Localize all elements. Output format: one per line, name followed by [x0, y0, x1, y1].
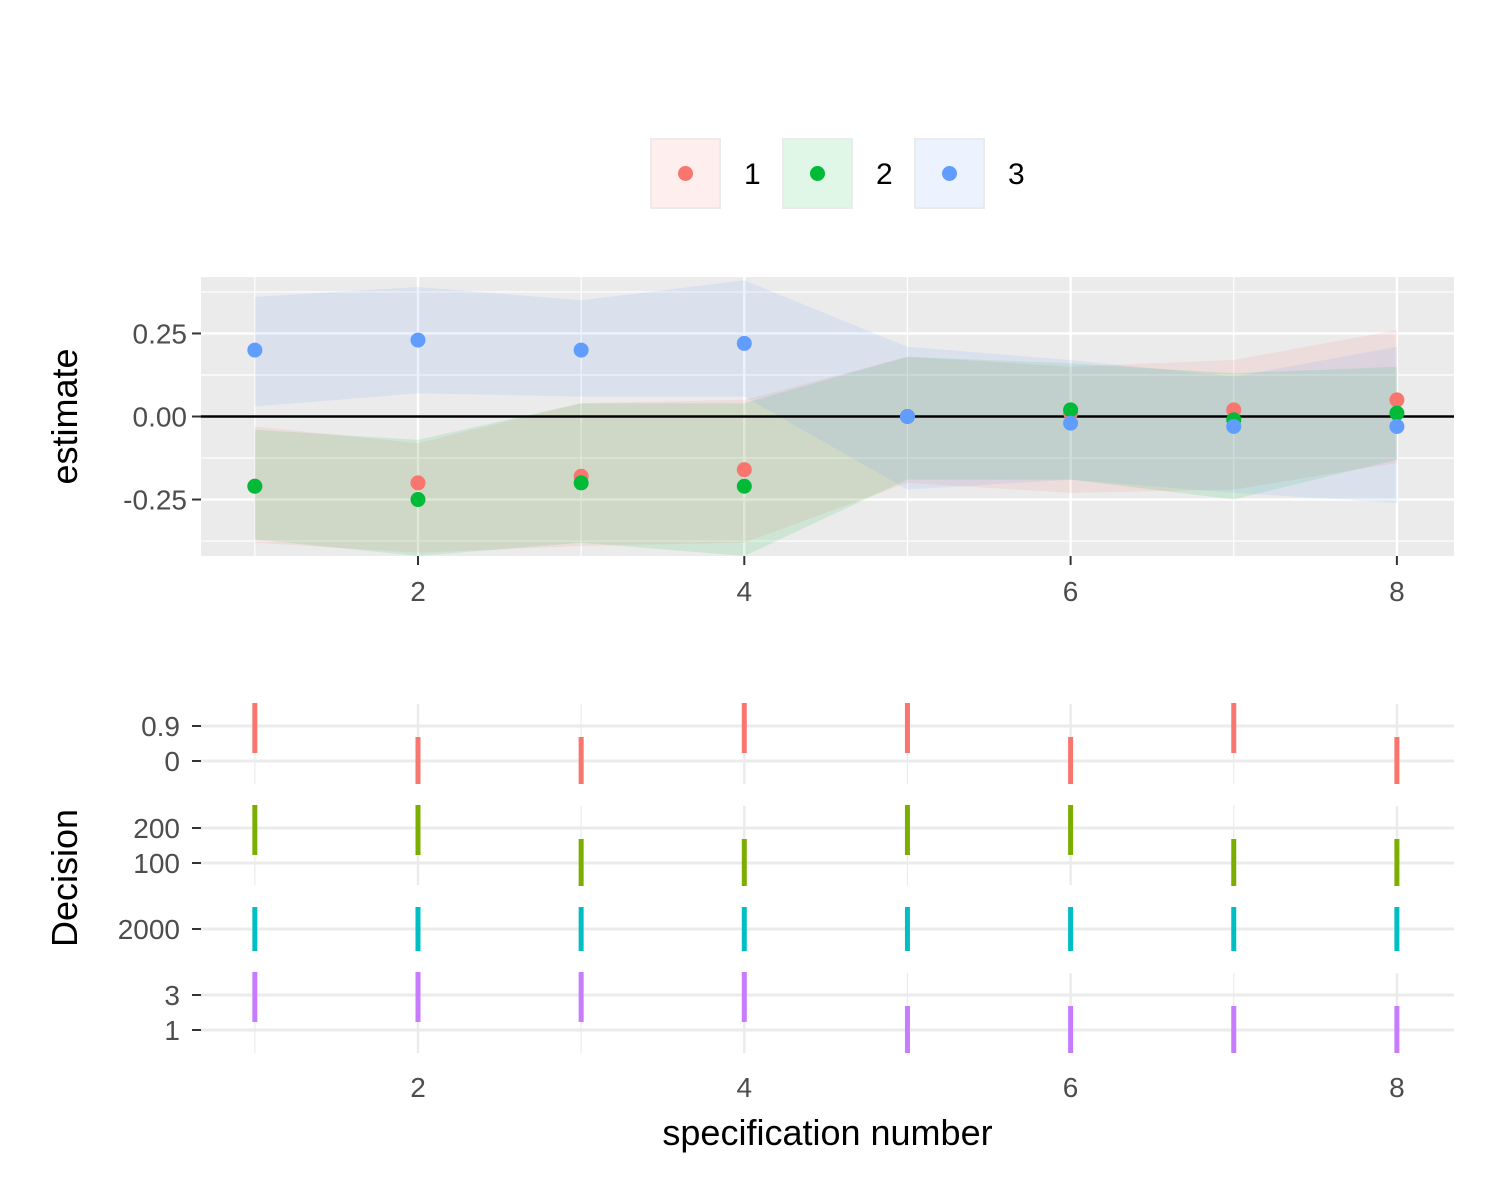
legend-label-2: 2 [876, 158, 893, 191]
data-point-series-1 [736, 462, 752, 478]
x-tick-label: 8 [1389, 1072, 1405, 1103]
data-point-series-3 [1063, 415, 1079, 431]
data-point-series-1 [1389, 392, 1405, 408]
data-point-series-2 [736, 478, 752, 494]
legend-key-point-2 [810, 166, 825, 181]
decision-level-label: 2000 [118, 914, 180, 945]
data-point-series-1 [410, 475, 426, 491]
legend-key-point-1 [678, 166, 693, 181]
x-axis-title-specification-number: specification number [662, 1112, 992, 1153]
y-axis-title-decision: Decision [44, 809, 85, 947]
x-tick-label: 2 [410, 1072, 426, 1103]
y-tick-label: 0.25 [133, 318, 188, 349]
decision-level-label: 3 [164, 980, 180, 1011]
decision-level-label: 0 [164, 746, 180, 777]
data-point-series-3 [573, 342, 589, 358]
data-point-series-2 [410, 492, 426, 508]
x-tick-label: 6 [1063, 1072, 1079, 1103]
data-point-series-2 [247, 478, 263, 494]
data-point-series-3 [736, 335, 752, 351]
data-point-series-3 [247, 342, 263, 358]
x-tick-label: 2 [410, 576, 426, 607]
x-tick-label: 8 [1389, 576, 1405, 607]
y-tick-label: 0.00 [133, 402, 188, 433]
legend-label-1: 1 [744, 158, 761, 191]
confidence-band-series-3 [254, 280, 1397, 503]
data-point-series-3 [1389, 418, 1405, 434]
data-point-series-3 [410, 332, 426, 348]
data-point-series-2 [1389, 405, 1405, 421]
x-tick-label: 4 [737, 576, 753, 607]
decision-level-label: 100 [133, 848, 180, 879]
y-axis-title-estimate: estimate [44, 348, 85, 484]
y-tick-label: -0.25 [123, 485, 187, 516]
decision-level-label: 1 [164, 1015, 180, 1046]
legend-key-point-3 [942, 166, 957, 181]
data-point-series-2 [573, 475, 589, 491]
decision-level-label: 0.9 [141, 711, 180, 742]
decision-level-label: 200 [133, 813, 180, 844]
confidence-band-series-1 [254, 330, 1397, 553]
data-point-series-3 [1226, 418, 1242, 434]
x-tick-label: 4 [737, 1072, 753, 1103]
legend-label-3: 3 [1008, 158, 1025, 191]
x-tick-label: 6 [1063, 576, 1079, 607]
data-point-series-2 [1063, 402, 1079, 418]
confidence-band-series-2 [254, 356, 1397, 556]
data-point-series-3 [899, 409, 915, 424]
